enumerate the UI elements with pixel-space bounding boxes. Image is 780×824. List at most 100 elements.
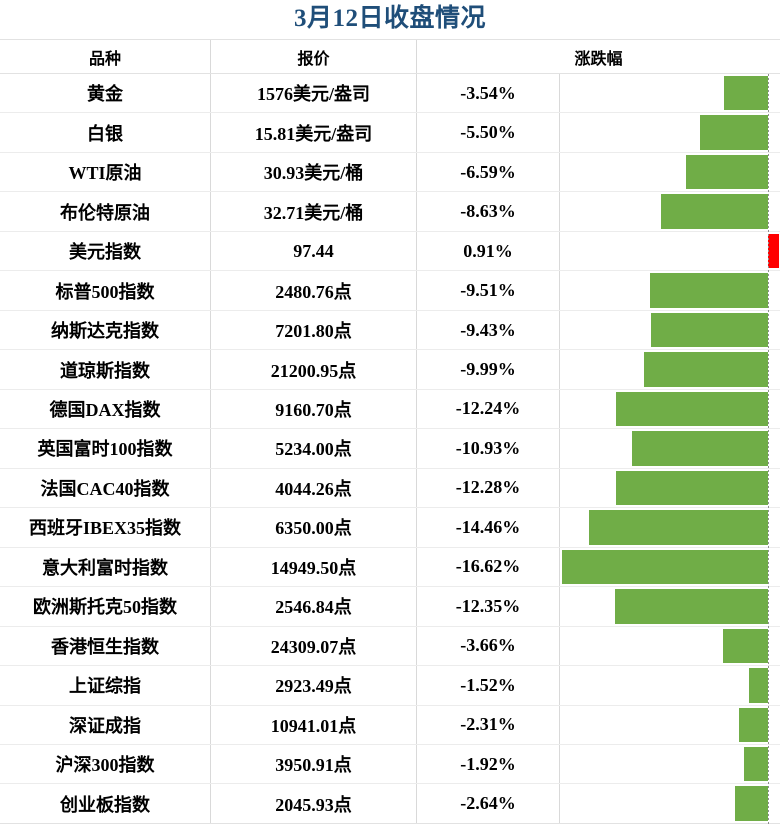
quote-value: 2923.49点 (211, 666, 417, 705)
change-bar (735, 786, 768, 821)
table-row: 意大利富时指数 14949.50点 -16.62% (0, 547, 780, 588)
change-value: -5.50% (417, 113, 560, 152)
change-bar (699, 115, 768, 150)
quote-value: 7201.80点 (211, 310, 417, 350)
column-header-instrument: 品种 (0, 40, 211, 73)
change-bar (650, 273, 768, 308)
quote-value: 32.71美元/桶 (211, 192, 417, 231)
quote-value: 4044.26点 (211, 468, 417, 508)
change-bar (739, 707, 768, 742)
change-value: -3.54% (417, 74, 560, 113)
change-bar (588, 510, 768, 545)
instrument-name: 布伦特原油 (0, 192, 211, 231)
quote-value: 10941.01点 (211, 705, 417, 744)
change-value: -12.24% (417, 389, 560, 429)
quote-value: 2546.84点 (211, 587, 417, 626)
quote-value: 21200.95点 (211, 350, 417, 389)
change-bar (744, 746, 768, 782)
page-title: 3月12日收盘情况 (293, 5, 486, 32)
table-row: 标普500指数 2480.76点 -9.51% (0, 271, 780, 311)
quote-value: 2480.76点 (211, 271, 417, 310)
instrument-name: 白银 (0, 113, 211, 152)
change-value: -3.66% (417, 626, 560, 666)
change-bar (651, 312, 768, 348)
table-row: 西班牙IBEX35指数 6350.00点 -14.46% (0, 508, 780, 548)
instrument-name: 标普500指数 (0, 271, 211, 310)
change-value: -2.64% (417, 784, 560, 823)
change-value: -9.43% (417, 310, 560, 350)
instrument-name: 沪深300指数 (0, 744, 211, 784)
table-header: 品种 报价 涨跌幅 (0, 39, 780, 74)
quote-value: 3950.91点 (211, 744, 417, 784)
instrument-name: 意大利富时指数 (0, 547, 211, 587)
chart-zero-axis (768, 74, 769, 824)
instrument-name: 道琼斯指数 (0, 350, 211, 389)
column-header-quote: 报价 (211, 40, 417, 73)
change-bar (660, 194, 768, 229)
table-row: 上证综指 2923.49点 -1.52% (0, 666, 780, 706)
table-row: 法国CAC40指数 4044.26点 -12.28% (0, 468, 780, 509)
instrument-name: 法国CAC40指数 (0, 468, 211, 508)
change-bar (722, 628, 768, 664)
instrument-name: 香港恒生指数 (0, 626, 211, 666)
instrument-name: 黄金 (0, 74, 211, 113)
table-row: 香港恒生指数 24309.07点 -3.66% (0, 626, 780, 667)
quote-value: 1576美元/盎司 (211, 74, 417, 113)
table-row: 布伦特原油 32.71美元/桶 -8.63% (0, 192, 780, 232)
quote-value: 6350.00点 (211, 508, 417, 547)
table-row: 德国DAX指数 9160.70点 -12.24% (0, 389, 780, 430)
quote-value: 9160.70点 (211, 389, 417, 429)
change-bar (686, 154, 768, 190)
quote-value: 15.81美元/盎司 (211, 113, 417, 152)
instrument-name: WTI原油 (0, 152, 211, 192)
change-value: -12.35% (417, 587, 560, 626)
quote-value: 5234.00点 (211, 429, 417, 468)
change-bar (749, 668, 768, 703)
instrument-name: 美元指数 (0, 231, 211, 271)
quote-value: 97.44 (211, 231, 417, 271)
quote-value: 24309.07点 (211, 626, 417, 666)
instrument-name: 纳斯达克指数 (0, 310, 211, 350)
instrument-name: 欧洲斯托克50指数 (0, 587, 211, 626)
instrument-name: 西班牙IBEX35指数 (0, 508, 211, 547)
change-value: -9.51% (417, 271, 560, 310)
change-value: -1.92% (417, 744, 560, 784)
instrument-name: 英国富时100指数 (0, 429, 211, 468)
change-bar (615, 470, 768, 506)
change-bar (561, 549, 768, 585)
table-row: 美元指数 97.44 0.91% (0, 231, 780, 272)
instrument-name: 德国DAX指数 (0, 389, 211, 429)
change-value: -2.31% (417, 705, 560, 744)
table-row: 深证成指 10941.01点 -2.31% (0, 705, 780, 745)
table-row: 道琼斯指数 21200.95点 -9.99% (0, 350, 780, 390)
quote-value: 30.93美元/桶 (211, 152, 417, 192)
change-bar (614, 589, 768, 624)
table-body: 黄金 1576美元/盎司 -3.54% 白银 15.81美元/盎司 -5.50%… (0, 74, 780, 824)
change-value: -1.52% (417, 666, 560, 705)
table-row: 欧洲斯托克50指数 2546.84点 -12.35% (0, 587, 780, 627)
change-value: -6.59% (417, 152, 560, 192)
instrument-name: 上证综指 (0, 666, 211, 705)
change-value: -10.93% (417, 429, 560, 468)
table-row: 创业板指数 2045.93点 -2.64% (0, 784, 780, 824)
table-row: 纳斯达克指数 7201.80点 -9.43% (0, 310, 780, 351)
change-bar (644, 352, 768, 387)
table-row: 沪深300指数 3950.91点 -1.92% (0, 744, 780, 785)
table-row: 英国富时100指数 5234.00点 -10.93% (0, 429, 780, 469)
table-row: WTI原油 30.93美元/桶 -6.59% (0, 152, 780, 193)
table-row: 黄金 1576美元/盎司 -3.54% (0, 74, 780, 114)
column-header-change: 涨跌幅 (574, 50, 623, 68)
change-bar (632, 431, 768, 466)
change-value: -12.28% (417, 468, 560, 508)
change-value: -16.62% (417, 547, 560, 587)
quote-value: 2045.93点 (211, 784, 417, 823)
quote-value: 14949.50点 (211, 547, 417, 587)
change-value: 0.91% (417, 231, 560, 271)
change-bar (768, 233, 780, 269)
change-value: -8.63% (417, 192, 560, 231)
instrument-name: 深证成指 (0, 705, 211, 744)
change-value: -14.46% (417, 508, 560, 547)
table-row: 白银 15.81美元/盎司 -5.50% (0, 113, 780, 153)
instrument-name: 创业板指数 (0, 784, 211, 823)
